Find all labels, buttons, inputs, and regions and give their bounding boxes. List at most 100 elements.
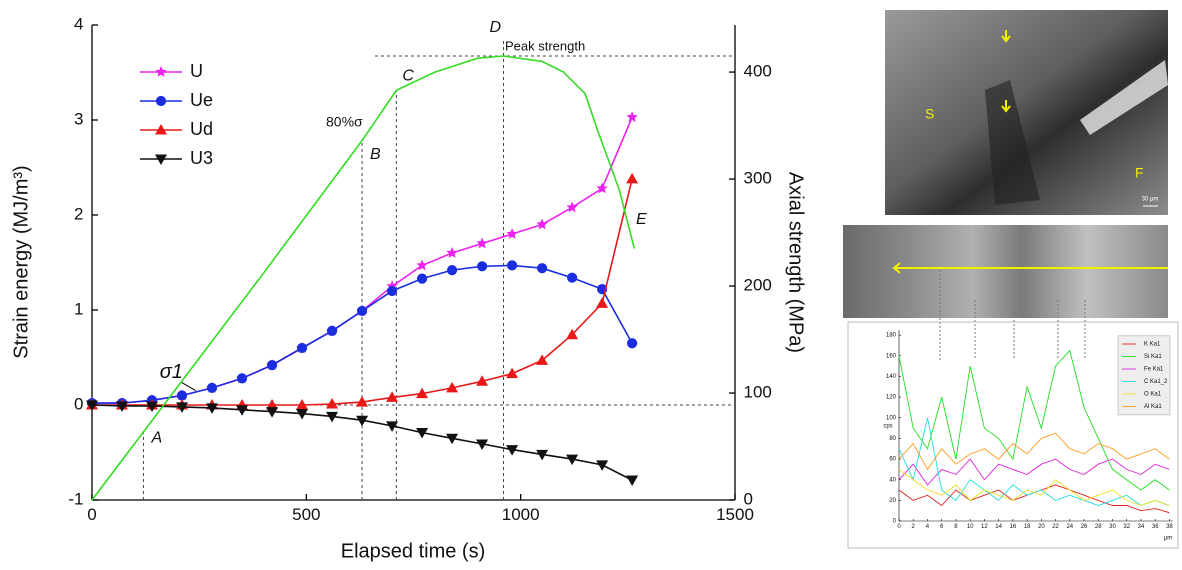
marker bbox=[356, 396, 369, 407]
marker bbox=[506, 228, 518, 239]
marker bbox=[476, 237, 488, 249]
marker bbox=[566, 201, 578, 213]
sem-strip bbox=[843, 225, 1168, 318]
marker bbox=[566, 328, 579, 340]
point-label: C bbox=[402, 67, 414, 84]
marker bbox=[386, 285, 398, 297]
marker bbox=[596, 182, 608, 194]
point-label: A bbox=[150, 429, 162, 446]
x-tick-label: 36 bbox=[1152, 524, 1159, 530]
y-tick-label: 1 bbox=[74, 299, 83, 318]
marker bbox=[155, 95, 167, 107]
marker bbox=[155, 66, 167, 77]
arrow bbox=[892, 262, 901, 274]
x-tick-label: 14 bbox=[995, 524, 1002, 530]
x-tick-label: 26 bbox=[1081, 524, 1088, 530]
marker bbox=[446, 433, 459, 445]
marker bbox=[476, 375, 489, 386]
y-tick-label: -1 bbox=[68, 489, 83, 508]
marker bbox=[116, 401, 129, 412]
marker bbox=[386, 421, 399, 432]
x-tick-label: 0 bbox=[87, 505, 96, 524]
legend-box bbox=[1117, 335, 1171, 416]
marker bbox=[536, 218, 548, 230]
y-axis-label: cps bbox=[883, 424, 892, 430]
y2-tick-label: 200 bbox=[744, 276, 772, 295]
marker bbox=[155, 124, 167, 135]
marker bbox=[627, 338, 638, 349]
x-tick-label: 34 bbox=[1138, 524, 1145, 530]
marker bbox=[416, 259, 428, 271]
marker bbox=[567, 272, 578, 283]
legend-label: O Ka1 bbox=[1144, 392, 1162, 398]
y2-axis-label: Axial strength (MPa) bbox=[785, 172, 807, 353]
point-label: D bbox=[490, 19, 502, 36]
eds-frame bbox=[847, 321, 1179, 549]
marker bbox=[176, 402, 189, 413]
x-tick-label: 1000 bbox=[502, 505, 540, 524]
x-tick-label: 18 bbox=[1024, 524, 1031, 530]
legend-label: C Ka1_2 bbox=[1144, 379, 1168, 385]
marker bbox=[416, 387, 429, 399]
marker bbox=[296, 342, 308, 354]
marker bbox=[266, 399, 279, 410]
y-tick-label: 2 bbox=[74, 204, 83, 223]
series-line bbox=[898, 458, 1170, 486]
x-tick-label: 500 bbox=[292, 505, 320, 524]
x-tick-label: 22 bbox=[1052, 524, 1059, 530]
marker bbox=[236, 405, 249, 416]
marker bbox=[356, 305, 368, 317]
series-line bbox=[898, 469, 1170, 506]
x-tick-label: 32 bbox=[1123, 524, 1130, 530]
marker bbox=[596, 297, 609, 308]
legend-label: Ue bbox=[190, 90, 213, 110]
marker bbox=[536, 449, 549, 461]
x-tick-label: 6 bbox=[940, 524, 944, 530]
x-tick-label: 30 bbox=[1109, 524, 1116, 530]
marker bbox=[146, 401, 159, 412]
x-tick-label: 10 bbox=[967, 524, 974, 530]
point-label: B bbox=[370, 146, 381, 163]
legend-label: U bbox=[190, 61, 203, 81]
legend-label: K Ka1 bbox=[1144, 342, 1161, 348]
legend-label: Al Ka1 bbox=[1144, 404, 1162, 410]
annotation: Peak strength bbox=[505, 38, 585, 53]
region-label: F bbox=[1135, 165, 1144, 181]
marker bbox=[446, 247, 458, 258]
marker bbox=[446, 265, 458, 276]
y-tick-label: 4 bbox=[74, 14, 83, 33]
y-tick-label: 100 bbox=[886, 415, 897, 421]
y-tick-label: 20 bbox=[889, 498, 896, 504]
marker bbox=[537, 263, 548, 274]
marker bbox=[626, 111, 638, 122]
legend-label: Fe Ka1 bbox=[1144, 367, 1164, 373]
marker bbox=[176, 390, 188, 401]
marker bbox=[626, 172, 639, 184]
marker bbox=[506, 445, 519, 456]
x-tick-label: 8 bbox=[954, 524, 958, 530]
y-tick-label: 80 bbox=[889, 436, 896, 442]
marker bbox=[416, 273, 428, 284]
arrow bbox=[1001, 30, 1011, 113]
x-tick-label: 28 bbox=[1095, 524, 1102, 530]
region-label: S bbox=[925, 106, 934, 122]
marker bbox=[476, 439, 489, 450]
marker bbox=[566, 454, 579, 466]
marker bbox=[596, 460, 609, 471]
marker bbox=[476, 261, 488, 272]
sem-feature bbox=[985, 80, 1040, 205]
marker bbox=[446, 381, 459, 393]
marker bbox=[326, 411, 339, 423]
marker bbox=[386, 391, 399, 402]
x-tick-label: 12 bbox=[981, 524, 988, 530]
y-tick-label: 0 bbox=[74, 394, 83, 413]
y-tick-label: 160 bbox=[886, 353, 897, 359]
series-line bbox=[898, 432, 1170, 471]
marker bbox=[536, 354, 549, 365]
legend-label: Ud bbox=[190, 119, 213, 139]
x-tick-label: 16 bbox=[1010, 524, 1017, 530]
y-tick-label: 3 bbox=[74, 109, 83, 128]
marker bbox=[506, 367, 519, 379]
